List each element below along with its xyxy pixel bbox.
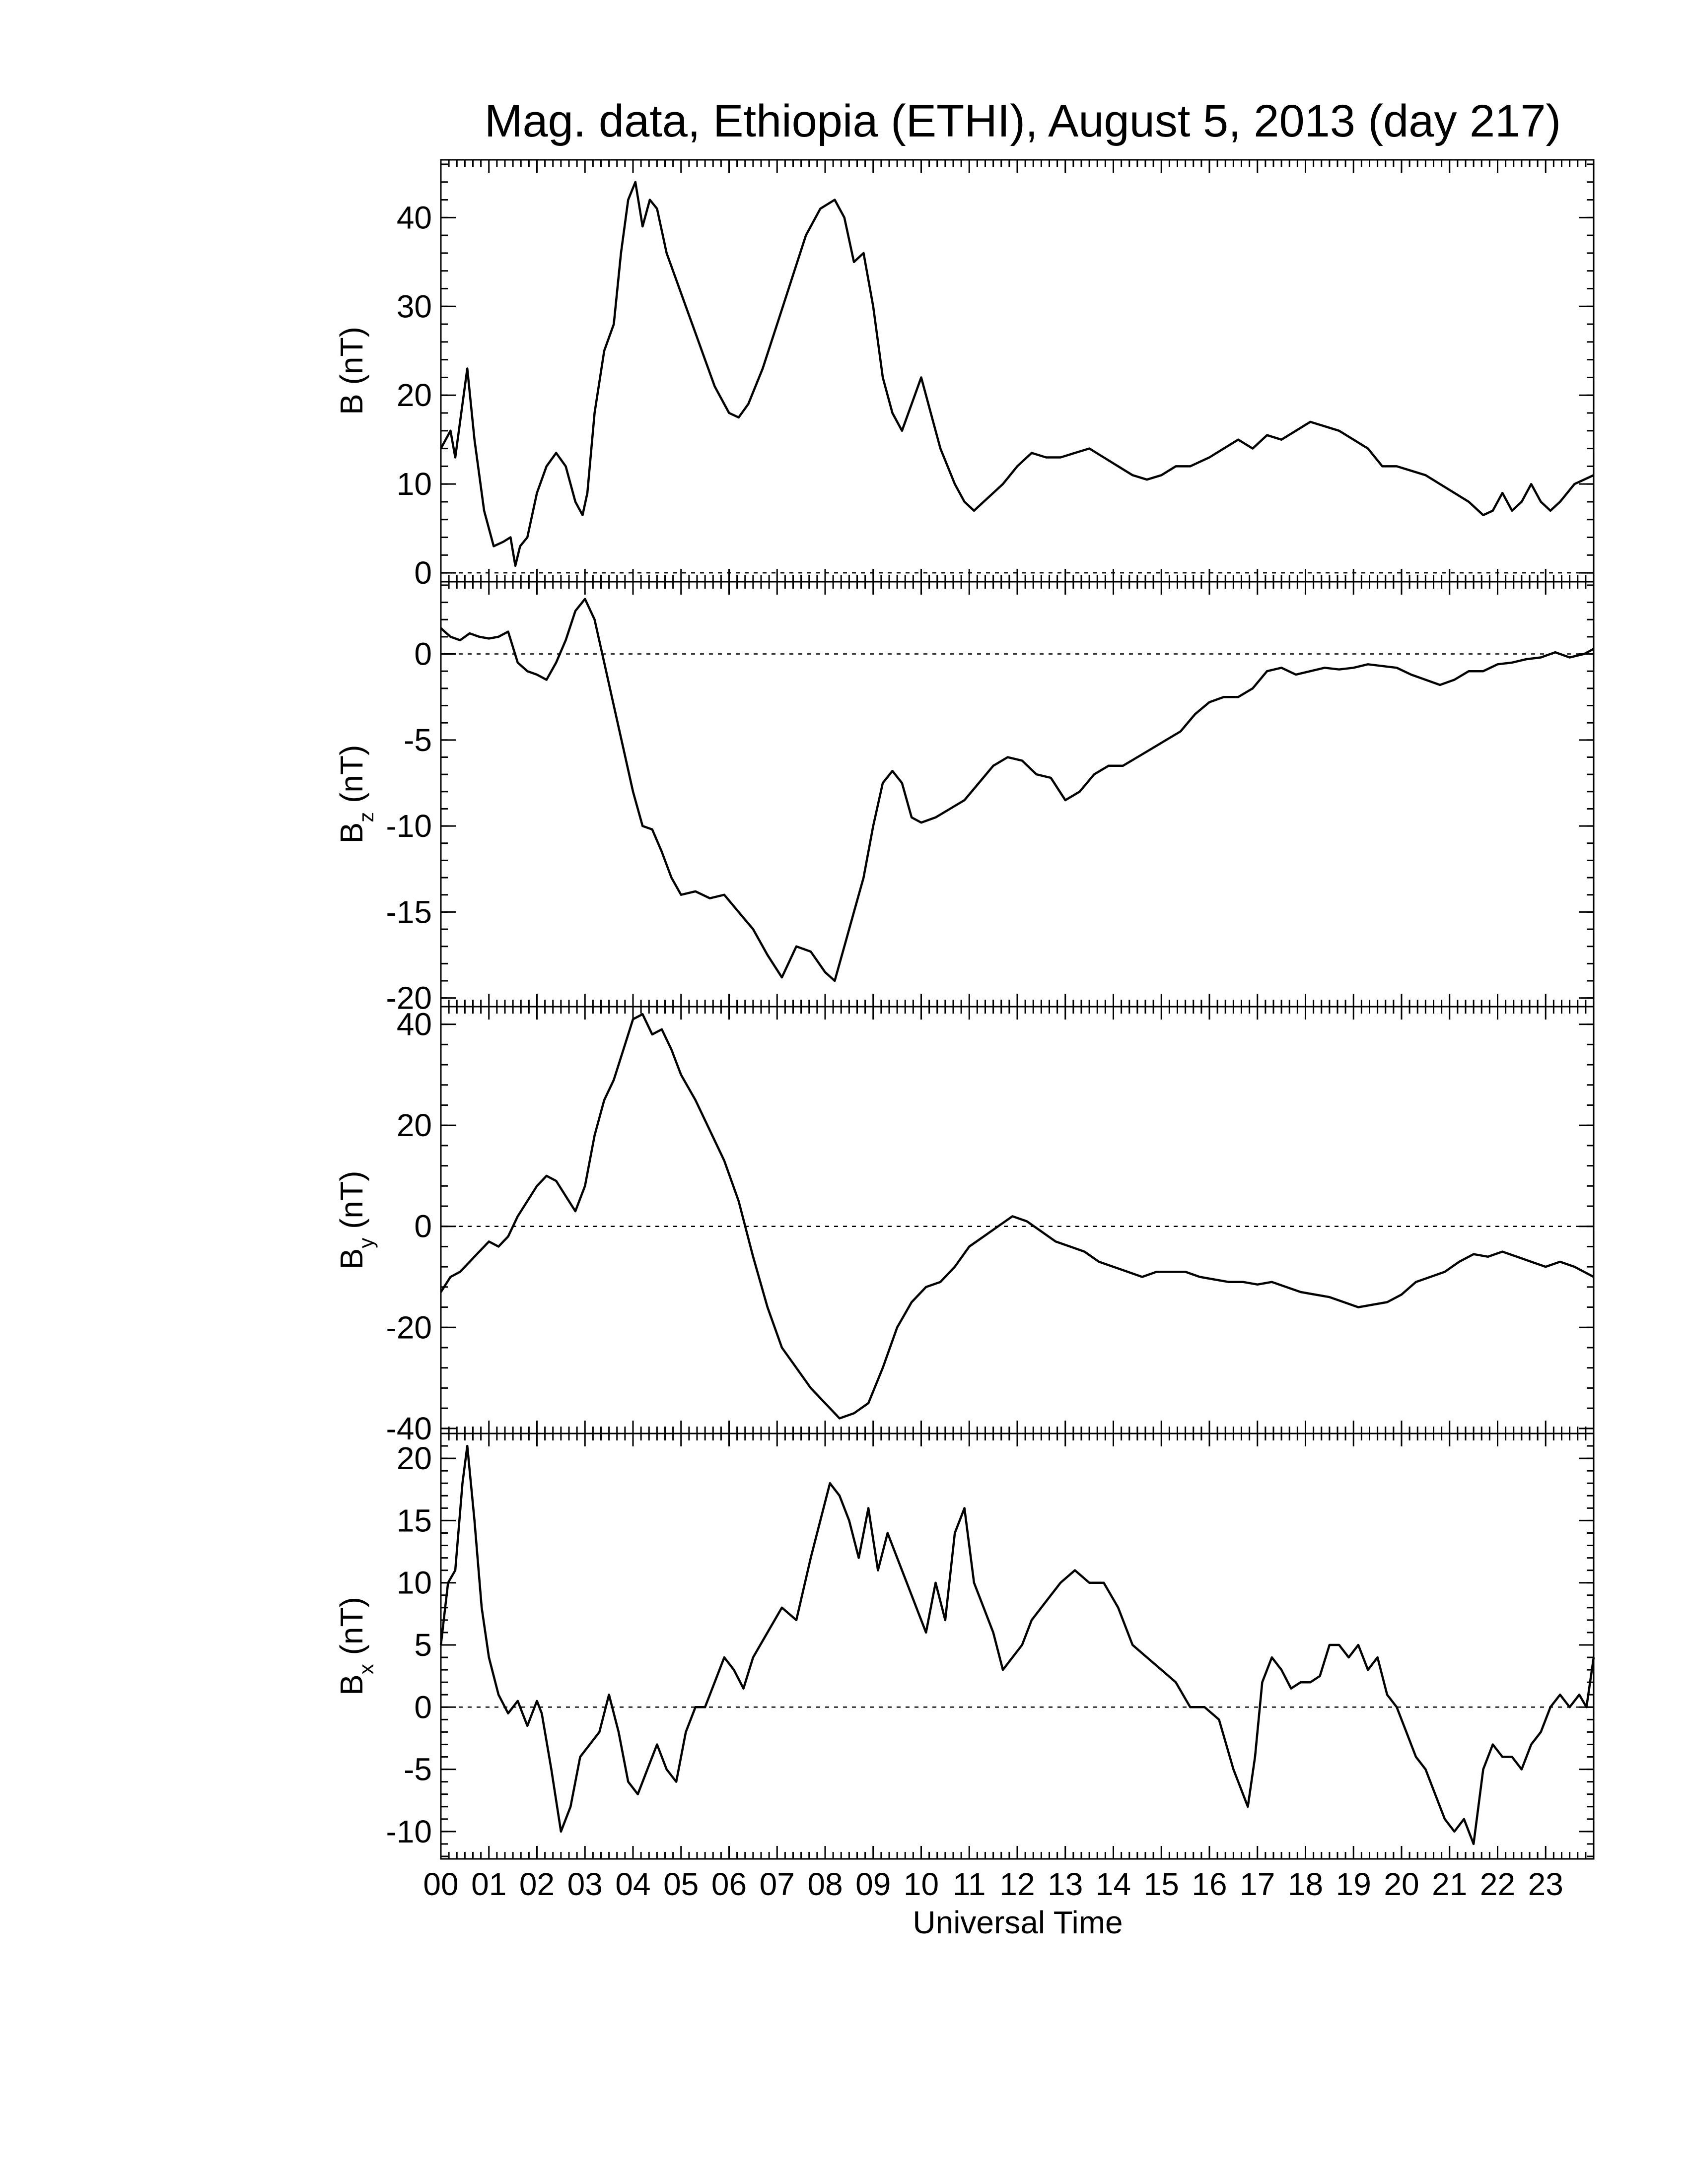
x-tick-label: 22 [1480,1866,1515,1902]
x-tick-label: 08 [807,1866,843,1902]
series-line-Bz [440,598,1595,982]
y-tick-label: 30 [397,288,432,324]
y-tick-label: 0 [414,1209,432,1244]
panel-By: -40 -20 0 20 40 By (nT) [334,1006,1595,1446]
x-tick-label: 11 [953,1866,985,1902]
y-tick-label: 0 [414,555,432,591]
panel-B: 0 10 20 30 40 B (nT) [334,159,1595,591]
y-tick-label: -5 [404,722,432,758]
panel-Bz: -20 -15 -10 -5 0 Bz (nT) [334,581,1595,1016]
x-tick-labels: 00 01 02 03 04 05 06 07 08 09 10 11 12 13 14 15 16 17 18 19… [423,1866,1563,1902]
y-tick-label: 5 [414,1627,432,1663]
x-tick-label: 23 [1528,1866,1563,1902]
panel-frame-By [440,1006,1595,1434]
panel-Bx: -10 -5 0 5 10 15 20 Bx (nT) [334,1433,1595,1860]
panel-frame-Bx [440,1433,1595,1860]
x-tick-label: 14 [1096,1866,1131,1902]
x-tick-label: 04 [615,1866,650,1902]
y-tick-label: 40 [397,200,432,235]
y-tick-label: -40 [386,1411,432,1446]
x-axis-label: Universal Time [913,1905,1123,1940]
x-tick-label: 21 [1432,1866,1467,1902]
y-tick-label: 0 [414,636,432,672]
x-tick-label: 15 [1144,1866,1179,1902]
y-tick-label: -5 [404,1752,432,1787]
x-tick-label: 17 [1240,1866,1275,1902]
x-tick-label: 00 [423,1866,458,1902]
y-tick-label: 20 [397,377,432,413]
x-tick-label: 01 [471,1866,506,1902]
y-axis-label-B: B (nT) [334,327,369,415]
series-line-Bx [439,1444,1595,1845]
y-axis-label-Bx: Bx (nT) [334,1597,378,1696]
x-tick-label: 09 [855,1866,891,1902]
y-tick-label: 10 [397,1565,432,1601]
x-tick-label: 10 [904,1866,939,1902]
x-tick-label: 16 [1192,1866,1227,1902]
y-tick-label: 20 [397,1107,432,1143]
y-tick-label: 20 [397,1440,432,1476]
y-tick-label: -10 [386,1814,432,1849]
y-axis-label-Bz: Bz (nT) [334,745,378,844]
x-tick-label: 07 [760,1866,795,1902]
y-tick-label: -15 [386,894,432,930]
x-tick-label: 20 [1384,1866,1419,1902]
y-tick-label: 15 [397,1502,432,1538]
y-tick-label: -10 [386,808,432,844]
y-axis-label-By: By (nT) [334,1171,378,1270]
y-tick-label: 10 [397,466,432,502]
x-tick-label: 06 [711,1866,747,1902]
x-tick-label: 18 [1288,1866,1323,1902]
y-tick-label: -20 [386,1309,432,1345]
y-tick-label: -20 [386,980,432,1016]
x-tick-label: 05 [663,1866,699,1902]
series-line-By [440,1013,1595,1420]
x-tick-label: 02 [519,1866,555,1902]
x-tick-label: 12 [999,1866,1035,1902]
x-tick-label: 03 [567,1866,603,1902]
y-tick-label: 0 [414,1689,432,1725]
x-tick-label: 19 [1336,1866,1371,1902]
chart-title: Mag. data, Ethiopia (ETHI), August 5, 20… [485,96,1561,146]
series-line-B [440,181,1594,567]
panel-frame-Bz [440,581,1595,1008]
panels-group: 0 10 20 30 40 B (nT) -20 -15 -10 -5 0 Bz (nT) -40 -20… [334,159,1595,1860]
y-tick-label: 40 [397,1007,432,1042]
x-tick-label: 13 [1048,1866,1083,1902]
panel-frame-B [440,159,1595,583]
